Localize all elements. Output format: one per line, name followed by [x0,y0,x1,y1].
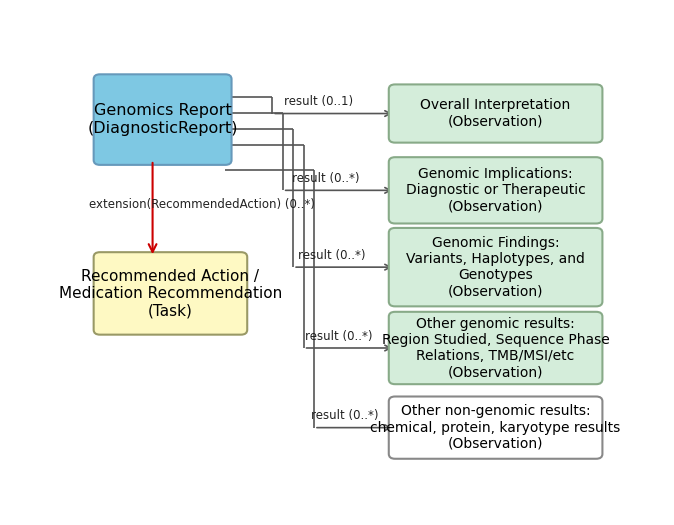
Text: result (0..*): result (0..*) [292,172,359,185]
FancyBboxPatch shape [389,312,603,384]
Text: Other genomic results:
Region Studied, Sequence Phase
Relations, TMB/MSI/etc
(Ob: Other genomic results: Region Studied, S… [381,317,609,379]
FancyBboxPatch shape [389,228,603,307]
Text: result (0..*): result (0..*) [298,249,366,262]
Text: result (0..*): result (0..*) [305,330,372,343]
FancyBboxPatch shape [94,252,247,334]
Text: Genomic Findings:
Variants, Haplotypes, and
Genotypes
(Observation): Genomic Findings: Variants, Haplotypes, … [406,236,585,298]
FancyBboxPatch shape [389,157,603,224]
FancyBboxPatch shape [94,75,232,165]
FancyBboxPatch shape [389,85,603,143]
FancyBboxPatch shape [389,396,603,459]
Text: Recommended Action /
Medication Recommendation
(Task): Recommended Action / Medication Recommen… [59,268,282,318]
Text: Other non-genomic results:
chemical, protein, karyotype results
(Observation): Other non-genomic results: chemical, pro… [371,404,621,451]
Text: result (0..*): result (0..*) [311,410,379,423]
Text: Overall Interpretation
(Observation): Overall Interpretation (Observation) [421,98,571,129]
Text: result (0..1): result (0..1) [284,95,353,108]
Text: extension(RecommendedAction) (0..*): extension(RecommendedAction) (0..*) [90,198,315,211]
Text: Genomics Report
(DiagnosticReport): Genomics Report (DiagnosticReport) [88,103,238,136]
Text: Genomic Implications:
Diagnostic or Therapeutic
(Observation): Genomic Implications: Diagnostic or Ther… [406,167,586,214]
